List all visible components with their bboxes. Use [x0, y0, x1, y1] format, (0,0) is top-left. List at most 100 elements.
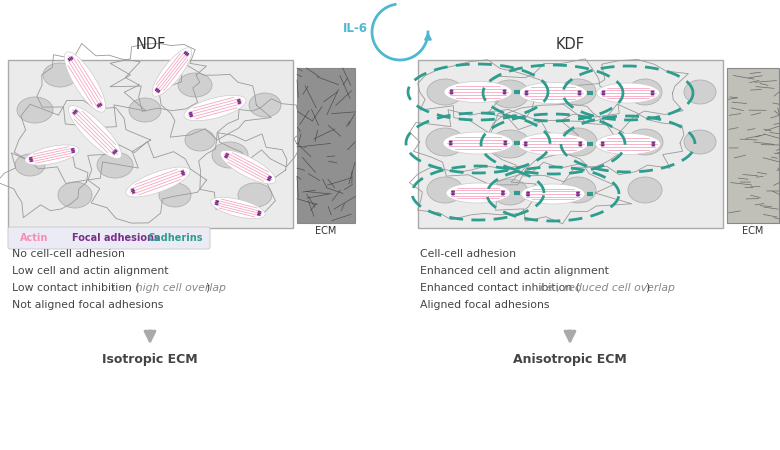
Ellipse shape — [451, 192, 455, 194]
Ellipse shape — [559, 128, 597, 156]
Ellipse shape — [212, 142, 248, 168]
Text: Not aligned focal adhesions: Not aligned focal adhesions — [12, 300, 163, 310]
Ellipse shape — [97, 152, 133, 178]
Ellipse shape — [601, 141, 604, 143]
Ellipse shape — [578, 143, 583, 145]
Ellipse shape — [577, 90, 582, 92]
Ellipse shape — [444, 81, 512, 103]
Ellipse shape — [597, 83, 660, 103]
Ellipse shape — [443, 132, 513, 154]
Text: Focal adhesions: Focal adhesions — [72, 233, 160, 243]
Ellipse shape — [71, 149, 75, 152]
Ellipse shape — [215, 202, 218, 204]
Ellipse shape — [268, 177, 271, 180]
Ellipse shape — [651, 90, 654, 92]
Ellipse shape — [576, 195, 580, 197]
FancyBboxPatch shape — [8, 227, 210, 249]
Text: Isotropic ECM: Isotropic ECM — [102, 354, 198, 366]
Ellipse shape — [651, 92, 654, 94]
Ellipse shape — [491, 80, 529, 108]
Ellipse shape — [577, 92, 582, 94]
Ellipse shape — [651, 143, 655, 145]
Ellipse shape — [519, 82, 587, 104]
Ellipse shape — [448, 144, 452, 145]
Ellipse shape — [651, 94, 654, 95]
Ellipse shape — [523, 145, 528, 147]
Ellipse shape — [267, 179, 271, 181]
Ellipse shape — [628, 177, 662, 203]
Text: IL-6: IL-6 — [343, 22, 368, 35]
Ellipse shape — [490, 130, 530, 158]
Ellipse shape — [113, 150, 116, 153]
Ellipse shape — [257, 214, 261, 216]
Ellipse shape — [524, 90, 529, 92]
Ellipse shape — [129, 98, 161, 122]
Ellipse shape — [503, 144, 507, 145]
Ellipse shape — [560, 177, 596, 203]
Ellipse shape — [73, 112, 76, 115]
Text: Aligned focal adhesions: Aligned focal adhesions — [420, 300, 549, 310]
Ellipse shape — [524, 92, 529, 94]
Ellipse shape — [502, 91, 506, 93]
Ellipse shape — [156, 89, 159, 92]
Ellipse shape — [30, 160, 34, 162]
Ellipse shape — [115, 149, 118, 152]
Ellipse shape — [628, 79, 662, 105]
Text: Anisotropic ECM: Anisotropic ECM — [513, 354, 627, 366]
Ellipse shape — [190, 115, 193, 117]
Text: i.e., reduced cell overlap: i.e., reduced cell overlap — [541, 283, 675, 293]
Ellipse shape — [70, 56, 73, 60]
Ellipse shape — [220, 150, 276, 184]
Ellipse shape — [446, 183, 510, 203]
Text: ECM: ECM — [315, 226, 337, 236]
Ellipse shape — [25, 145, 79, 165]
Ellipse shape — [449, 90, 453, 91]
Ellipse shape — [601, 143, 604, 145]
FancyBboxPatch shape — [297, 68, 355, 223]
Ellipse shape — [225, 153, 229, 155]
Ellipse shape — [29, 158, 33, 161]
Ellipse shape — [502, 93, 506, 94]
Ellipse shape — [427, 79, 463, 105]
Text: Cell-cell adhesion: Cell-cell adhesion — [420, 249, 516, 259]
Ellipse shape — [69, 57, 72, 61]
Ellipse shape — [237, 100, 241, 103]
Ellipse shape — [518, 133, 588, 155]
Ellipse shape — [526, 193, 530, 195]
Ellipse shape — [189, 112, 193, 114]
Ellipse shape — [560, 79, 596, 105]
Ellipse shape — [185, 52, 188, 55]
Ellipse shape — [131, 190, 135, 192]
Ellipse shape — [627, 129, 663, 155]
Text: NDF: NDF — [135, 37, 165, 52]
Ellipse shape — [601, 145, 604, 147]
Ellipse shape — [268, 176, 272, 178]
Text: Enhanced contact inhibition (: Enhanced contact inhibition ( — [420, 283, 580, 293]
Ellipse shape — [448, 142, 452, 144]
Ellipse shape — [75, 109, 78, 112]
Text: ): ) — [204, 283, 209, 293]
Ellipse shape — [15, 154, 45, 176]
Text: KDF: KDF — [556, 37, 585, 52]
Ellipse shape — [523, 143, 528, 145]
Ellipse shape — [492, 179, 528, 205]
Ellipse shape — [130, 189, 134, 191]
FancyBboxPatch shape — [8, 60, 293, 228]
Text: No cell-cell adhesion: No cell-cell adhesion — [12, 249, 125, 259]
Ellipse shape — [73, 111, 76, 114]
Ellipse shape — [211, 198, 265, 219]
Ellipse shape — [225, 154, 229, 157]
Ellipse shape — [448, 140, 452, 142]
Ellipse shape — [601, 94, 605, 95]
Ellipse shape — [526, 192, 530, 194]
Ellipse shape — [684, 130, 716, 154]
Ellipse shape — [451, 194, 455, 195]
Ellipse shape — [503, 142, 507, 144]
Ellipse shape — [215, 203, 218, 205]
Ellipse shape — [501, 194, 505, 195]
Text: Low contact inhibition (: Low contact inhibition ( — [12, 283, 140, 293]
Ellipse shape — [112, 152, 115, 154]
Ellipse shape — [97, 104, 99, 108]
Ellipse shape — [98, 104, 101, 107]
Ellipse shape — [238, 102, 242, 104]
